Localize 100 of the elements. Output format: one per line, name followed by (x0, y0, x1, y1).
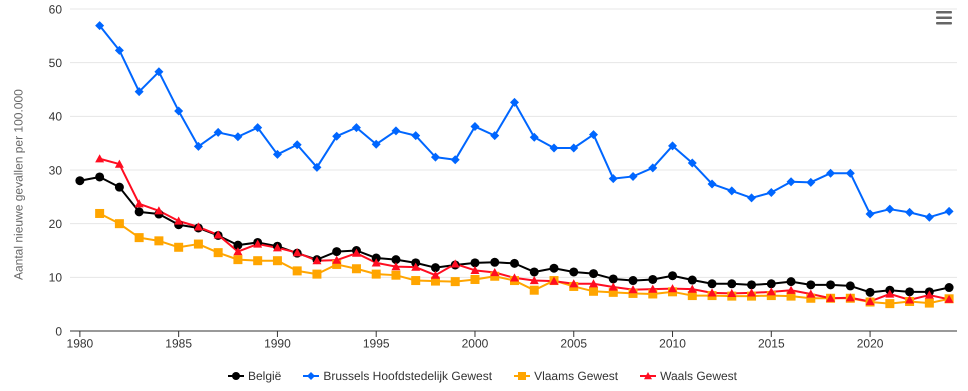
point (430, 270, 440, 279)
legend-label: Brussels Hoofdstedelijk Gewest (323, 369, 492, 383)
point (866, 288, 875, 297)
point (747, 288, 756, 296)
point (470, 274, 480, 284)
point (766, 188, 776, 198)
y-axis-title: Aantal nieuwe gevallen per 100.000 (11, 88, 26, 280)
point (786, 277, 796, 286)
point (924, 212, 934, 222)
point (312, 270, 322, 279)
point (332, 247, 342, 256)
point (214, 248, 223, 258)
point (569, 143, 578, 152)
y-tick-label: 20 (48, 216, 62, 231)
point (924, 290, 934, 299)
point (668, 284, 678, 292)
point (628, 276, 638, 286)
x-tick-label: 1985 (165, 336, 192, 351)
point (134, 207, 144, 216)
point (352, 264, 361, 274)
x-tick-label: 2010 (659, 336, 686, 351)
point (272, 256, 282, 266)
point (589, 286, 598, 296)
point (391, 126, 400, 136)
point (727, 288, 736, 298)
point (510, 258, 519, 268)
y-tick-label: 50 (48, 56, 62, 70)
point (134, 87, 144, 96)
point (668, 141, 678, 150)
point (272, 150, 282, 159)
legend-label: Vlaams Gewest (534, 369, 618, 383)
point (806, 280, 816, 290)
x-tick-label: 2000 (462, 336, 489, 351)
point (490, 268, 500, 276)
point (470, 266, 480, 274)
y-tick-label: 40 (48, 110, 62, 124)
point (589, 269, 598, 278)
y-tick-label: 60 (48, 2, 62, 16)
point (530, 276, 539, 284)
point (608, 274, 618, 284)
point (589, 279, 598, 288)
point (154, 236, 164, 246)
point (154, 67, 164, 76)
point (708, 279, 717, 288)
point (510, 273, 519, 282)
point (550, 264, 558, 273)
point (332, 256, 342, 264)
point (194, 240, 203, 249)
point (885, 289, 894, 298)
point (253, 123, 262, 132)
point (352, 123, 361, 132)
point (174, 106, 184, 116)
point (924, 298, 934, 308)
point (688, 284, 697, 293)
point (490, 131, 500, 140)
point (628, 285, 638, 294)
point (786, 286, 796, 294)
point (569, 267, 578, 276)
point (589, 130, 598, 140)
point (944, 206, 954, 216)
point (648, 284, 658, 293)
point (688, 276, 697, 285)
point (826, 168, 836, 178)
point (608, 174, 618, 184)
point (75, 176, 84, 186)
point (944, 283, 954, 292)
point (134, 233, 144, 242)
point (470, 258, 480, 268)
point (312, 162, 322, 172)
point (727, 279, 736, 288)
point (450, 277, 460, 286)
point (668, 271, 678, 280)
point (95, 21, 104, 30)
point (766, 287, 776, 296)
point (233, 132, 242, 142)
point (95, 208, 104, 218)
point (826, 280, 836, 290)
point (372, 270, 381, 279)
point (174, 242, 184, 252)
x-tick-label: 1980 (66, 336, 94, 351)
x-tick-label: 1990 (264, 336, 292, 351)
point (411, 276, 420, 286)
y-tick-label: 10 (48, 270, 62, 285)
point (569, 279, 578, 288)
point (866, 210, 875, 219)
point (214, 128, 223, 137)
point (786, 177, 796, 186)
point (134, 199, 144, 208)
legend-label: Waals Gewest (660, 369, 738, 383)
point (628, 172, 638, 181)
point (430, 263, 440, 272)
point (530, 267, 539, 276)
point (905, 208, 914, 217)
point (727, 186, 736, 196)
point (806, 178, 816, 187)
point (708, 179, 717, 188)
point (885, 204, 894, 214)
point (608, 282, 618, 291)
point (233, 255, 242, 264)
point (905, 295, 914, 304)
